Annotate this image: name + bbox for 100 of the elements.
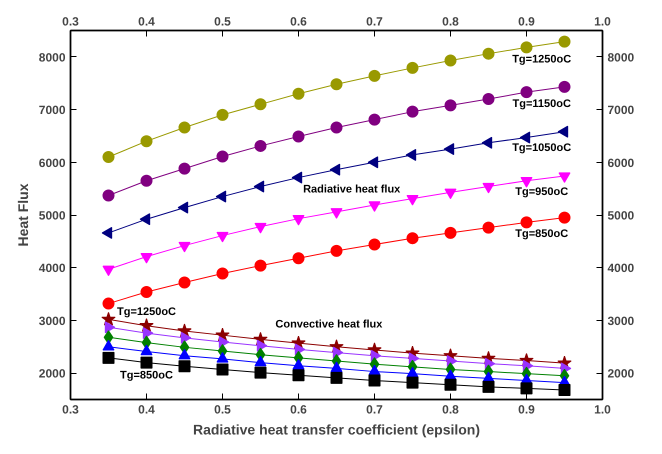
annotation: Tg=1250oC	[512, 53, 572, 66]
point	[330, 164, 340, 176]
point	[140, 344, 152, 356]
point	[178, 202, 188, 214]
point	[482, 182, 494, 194]
point	[330, 372, 342, 384]
point	[520, 216, 532, 228]
point	[178, 122, 190, 134]
annotation: Tg=1250oC	[117, 306, 176, 318]
point	[368, 114, 380, 126]
point	[102, 151, 114, 164]
point	[444, 54, 456, 67]
point	[558, 36, 570, 48]
x2-tick-label: 0.4	[138, 402, 156, 416]
y-tick-label: 8000	[38, 50, 66, 64]
x-tick-label: 0.7	[366, 14, 384, 28]
point	[368, 238, 380, 251]
x-axis-title: Radiative heat transfer coefficient (epsilon)	[192, 422, 480, 438]
point	[520, 382, 532, 394]
x2-tick-label: 0.7	[366, 402, 384, 416]
point	[254, 180, 264, 193]
point	[102, 226, 112, 239]
point	[558, 212, 570, 224]
point	[216, 232, 228, 242]
x-tick-label: 0.5	[214, 14, 232, 28]
point	[178, 276, 190, 288]
y2-tick-label: 6000	[608, 156, 635, 170]
point	[368, 70, 380, 82]
point	[330, 244, 342, 257]
point	[216, 150, 228, 162]
point	[406, 376, 418, 389]
point	[444, 99, 456, 112]
point	[520, 132, 530, 144]
y-tick-label: 6000	[38, 156, 66, 170]
annotation: Tg=1050oC	[512, 142, 572, 154]
point	[254, 260, 266, 272]
point	[292, 369, 304, 382]
point	[330, 362, 342, 372]
point	[216, 363, 228, 376]
y-axis-title: Heat Flux	[14, 183, 31, 247]
point	[444, 143, 454, 156]
point	[178, 162, 190, 175]
point	[482, 222, 494, 234]
point	[140, 135, 152, 148]
point	[444, 226, 456, 239]
point	[140, 174, 152, 187]
point	[406, 106, 418, 118]
point	[178, 360, 190, 372]
annotation: Tg=850oC	[120, 369, 173, 382]
point	[216, 190, 226, 203]
point	[330, 78, 342, 90]
point	[140, 213, 150, 226]
annotation: Radiative heat flux	[303, 184, 402, 196]
point	[292, 172, 302, 184]
x2-tick-label: 1.0	[594, 402, 612, 416]
point	[292, 358, 304, 370]
point	[292, 252, 304, 264]
x2-tick-label: 0.8	[442, 402, 460, 416]
y2-tick-label: 5000	[608, 208, 635, 222]
x-tick-label: 0.8	[442, 14, 460, 28]
point	[558, 126, 568, 138]
x-tick-label: 0.9	[518, 14, 536, 28]
y-tick-label: 5000	[38, 208, 66, 222]
annotation: Convective heat flux	[275, 318, 384, 331]
point	[102, 340, 114, 350]
point	[101, 312, 116, 326]
point	[254, 98, 266, 110]
annotation: Tg=850oC	[515, 228, 568, 240]
point	[368, 156, 378, 168]
point	[254, 366, 266, 379]
y2-tick-label: 7000	[608, 103, 635, 118]
point	[216, 352, 228, 363]
y2-tick-label: 4000	[608, 261, 635, 276]
point	[254, 356, 266, 366]
point	[140, 286, 152, 298]
point	[330, 122, 342, 134]
point	[216, 108, 228, 121]
point	[406, 232, 418, 244]
point	[520, 41, 532, 54]
x-tick-label: 1.0	[594, 14, 612, 28]
y2-tick-label: 3000	[608, 314, 635, 328]
point	[254, 140, 266, 152]
point	[178, 348, 190, 360]
annotation: Tg=950oC	[515, 186, 568, 198]
point	[254, 222, 266, 234]
x2-tick-label: 0.6	[290, 402, 308, 416]
point	[102, 352, 114, 364]
point	[368, 374, 380, 387]
point	[292, 130, 304, 142]
y2-tick-label: 2000	[608, 366, 635, 381]
point	[482, 380, 494, 393]
x2-tick-label: 0.5	[214, 402, 232, 416]
y-tick-label: 3000	[38, 314, 66, 328]
point	[558, 80, 570, 93]
point	[216, 268, 228, 280]
x-tick-label: 0.4	[138, 14, 156, 28]
point	[406, 62, 418, 74]
annotation: Tg=1150oC	[512, 98, 571, 110]
point	[140, 356, 152, 369]
point	[482, 93, 494, 106]
